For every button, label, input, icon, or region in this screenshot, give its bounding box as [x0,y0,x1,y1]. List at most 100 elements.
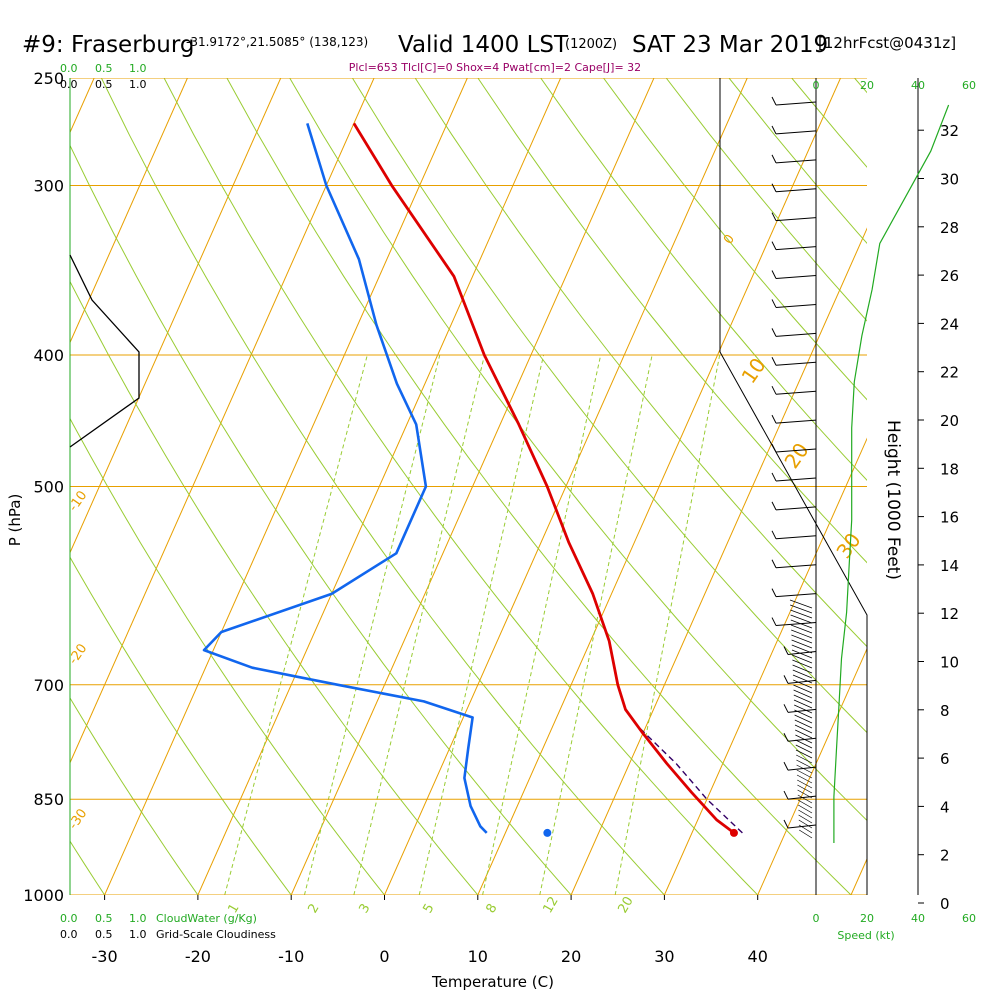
wind-barb-dense [794,719,813,729]
wind-barb-flag [783,790,789,800]
wind-barb-dense [792,664,813,674]
wind-barb [787,679,817,684]
wind-barb-dense [793,694,813,704]
wind-barb-dense [797,789,813,799]
x-tick-label: -10 [278,947,304,966]
dry-adiabat-line [100,78,665,895]
bot-cl-1: 0.5 [95,928,113,941]
dry-adiabat-line [540,78,867,482]
wind-barb-flag [771,443,777,453]
height-tick-label: 12 [940,605,959,623]
station-coords: -31.9172°,21.5085° (138,123) [186,35,368,49]
wind-barb-dense [795,739,813,749]
bot-cl-0: 0.0 [60,928,78,941]
dry-adiabat-line [70,417,385,895]
wind-barb-dense [794,709,813,719]
utc-time: (1200Z) [565,37,617,52]
wind-barb-dense [797,779,813,789]
wind-barb-dense [793,699,813,709]
p-tick-label: 850 [33,790,64,809]
x-tick-label: 0 [379,947,389,966]
wind-barb-dense [796,759,813,769]
wind-barb-dense [796,754,813,764]
height-tick-label: 16 [940,509,959,527]
station-title: #9: Fraserburg [22,32,195,58]
wind-barb-dense [798,824,813,834]
wind-barb-dense [798,819,813,829]
bot-speed-label: Speed (kt) [837,929,894,942]
dry-adiabat-line [70,696,199,895]
wind-barb [775,535,817,540]
parcel-line [636,724,743,834]
bot-cl-2: 1.0 [129,928,147,941]
isotherm-line [850,857,867,895]
height-tick-label: 6 [940,750,950,768]
p-tick-label: 400 [33,346,64,365]
wind-barb-dense [795,734,813,744]
wind-barb-flag [771,212,777,221]
top-speed-0: 0 [813,79,820,92]
wind-barb-flag [783,733,789,742]
mixing-ratio-line [539,354,653,895]
isotherm-line [757,647,867,895]
p-tick-label: 1000 [23,886,64,905]
bot-cw-0: 0.0 [60,912,78,925]
dewpoint-line [202,123,488,834]
dry-adiabat-line [351,78,867,734]
wind-barb [775,159,817,164]
height-tick-label: 4 [940,798,950,816]
bottom-left-scale: 0.0 0.5 1.0 CloudWater (g/Kg) 0.0 0.5 1.… [60,912,276,941]
x-tick-label: 40 [748,947,768,966]
bot-speed-2: 40 [911,912,925,925]
x-axis-label: Temperature (C) [431,973,554,991]
wind-barb [775,506,817,511]
top-cw-2: 1.0 [129,62,147,75]
wind-barb-flag [771,270,777,279]
height-axis-label: Height (1000 Feet) [883,420,903,580]
height-tick-label: 32 [940,122,959,140]
wind-barb [787,650,817,655]
wind-barb [775,477,817,482]
dry-adiabat-line [0,78,11,895]
isotherm-line [70,78,188,344]
wind-barb-dense [789,599,813,609]
bottom-right-speed-scale: 0 20 40 60 Speed (kt) [813,912,977,942]
wind-barb-dense [796,769,813,779]
wind-barb-flag [771,501,777,511]
top-cl-2: 1.0 [129,78,147,91]
height-tick-label: 10 [940,654,959,672]
wind-barb [787,737,817,742]
temperature-line [352,122,735,835]
wind-barb-flag [771,154,777,164]
isotherm-label: 10 [736,353,770,388]
top-left-scale: 0.0 0.5 1.0 0.0 0.5 1.0 [60,62,147,91]
wind-barb-dense [791,634,813,644]
height-tick-label: 26 [940,267,959,285]
wind-barb-dense [795,744,813,754]
dry-adiabat-line [980,78,1000,895]
wind-barb-dense [797,799,813,809]
mixing-ratio-line [224,354,368,895]
wind-barb-flag [783,675,789,684]
wind-barb-flag [783,704,789,713]
wind-barb-dense [792,659,813,669]
dry-adiabat-line [854,78,867,94]
wind-barb [775,622,817,627]
wind-barb-dense [798,804,813,814]
height-tick-label: 18 [940,460,959,478]
mixing-ratio-label: 8 [483,901,500,916]
bot-cw-2: 1.0 [129,912,147,925]
wind-barb-flag [771,414,777,424]
bot-speed-3: 60 [962,912,976,925]
mixing-ratio-label: 3 [356,901,373,916]
wind-barb-dense [797,784,813,794]
mixing-ratio-label: 12 [540,894,561,916]
isotherm-line [0,78,1,895]
height-tick-label: 20 [940,412,959,430]
top-speed-2: 40 [911,79,925,92]
wind-barb-dense [796,774,813,784]
wind-barb-flag [771,299,777,308]
wind-barb-flag [771,472,777,482]
dry-adiabat-line [665,78,867,322]
wind-barb [775,275,817,280]
